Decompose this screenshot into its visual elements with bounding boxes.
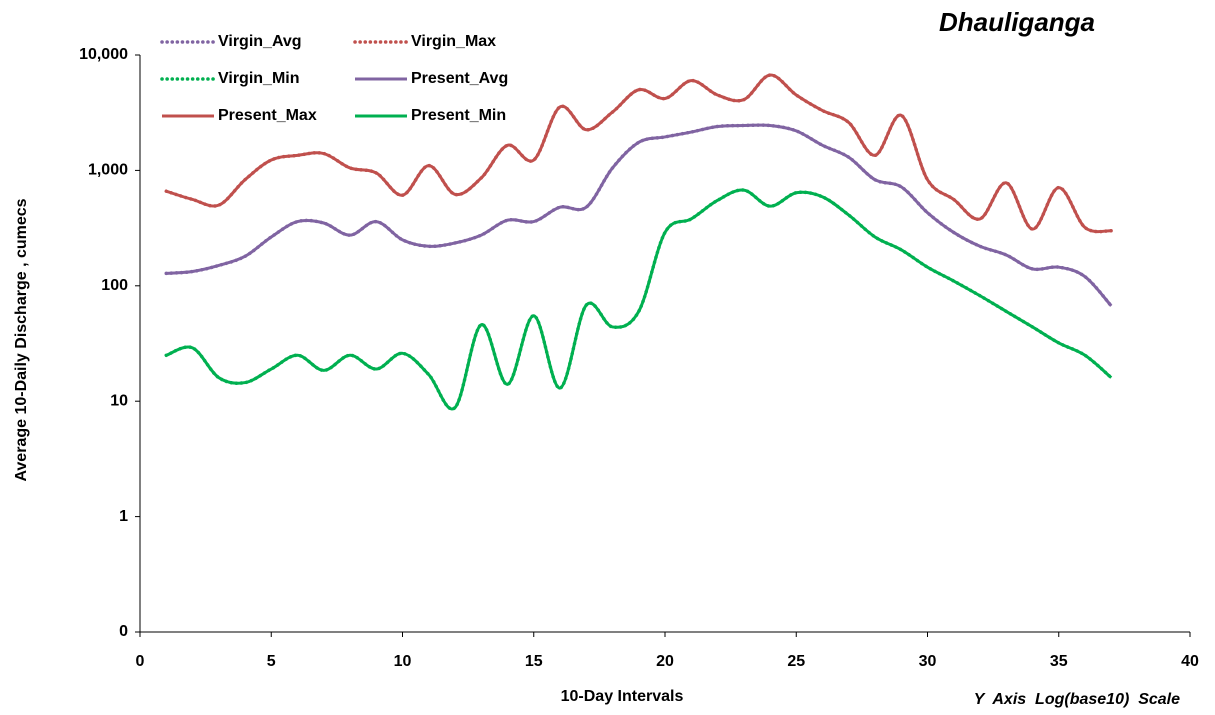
x-axis-title: 10-Day Intervals — [561, 688, 684, 705]
x-tick-label: 0 — [136, 653, 145, 670]
series-line — [165, 188, 1113, 411]
legend-label: Virgin_Avg — [218, 33, 302, 50]
legend-label: Present_Avg — [411, 70, 508, 87]
y-tick-label: 10 — [110, 392, 128, 409]
chart-title: Dhauliganga — [939, 7, 1095, 37]
legend-label: Present_Min — [411, 107, 506, 124]
y-axis-title: Average 10-Daily Discharge , cumecs — [13, 198, 30, 481]
series-line — [164, 188, 1113, 411]
series-line — [164, 73, 1113, 234]
x-tick-label: 20 — [656, 653, 674, 670]
x-tick-label: 30 — [919, 653, 937, 670]
x-tick-label: 5 — [267, 653, 276, 670]
x-tick-label: 40 — [1181, 653, 1199, 670]
x-tick-label: 35 — [1050, 653, 1068, 670]
legend-label: Virgin_Max — [411, 33, 496, 50]
legend-label: Virgin_Min — [218, 70, 300, 87]
x-tick-label: 10 — [394, 653, 412, 670]
series-line — [164, 123, 1113, 308]
y-tick-label: 0 — [119, 623, 128, 640]
legend-label: Present_Max — [218, 107, 317, 124]
x-tick-label: 25 — [787, 653, 805, 670]
y-tick-label: 1 — [119, 508, 128, 525]
x-tick-label: 15 — [525, 653, 543, 670]
y-tick-label: 1,000 — [88, 162, 128, 179]
y-tick-label: 10,000 — [79, 46, 128, 63]
annotation: Y Axis Log(base10) Scale — [974, 691, 1180, 708]
y-tick-label: 100 — [101, 277, 128, 294]
